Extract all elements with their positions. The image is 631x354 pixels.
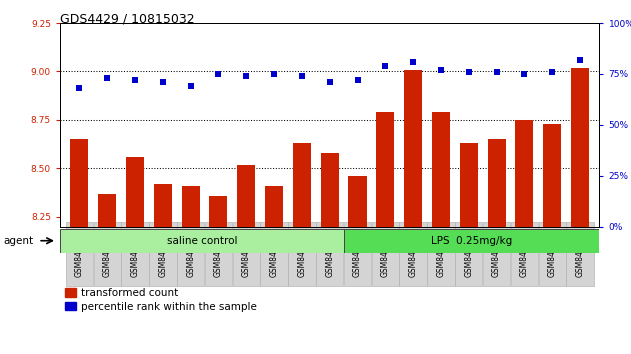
Point xyxy=(130,77,140,83)
Point xyxy=(547,69,557,75)
Point xyxy=(436,67,446,73)
Point xyxy=(575,57,585,63)
Text: agent: agent xyxy=(3,236,33,246)
Point xyxy=(324,79,334,85)
Bar xyxy=(516,120,533,227)
Bar xyxy=(71,139,88,227)
Bar xyxy=(571,68,589,227)
Bar xyxy=(460,143,478,227)
Bar xyxy=(376,112,394,227)
Bar xyxy=(344,229,599,253)
Bar xyxy=(209,195,228,227)
Point xyxy=(74,85,85,91)
Bar xyxy=(265,186,283,227)
Bar xyxy=(293,143,311,227)
Point xyxy=(380,63,391,69)
Point xyxy=(241,73,251,79)
Bar xyxy=(154,184,172,227)
Point xyxy=(297,73,307,79)
Bar xyxy=(126,157,144,227)
Point xyxy=(464,69,474,75)
Text: GDS4429 / 10815032: GDS4429 / 10815032 xyxy=(60,12,194,25)
Text: saline control: saline control xyxy=(167,236,237,246)
Point xyxy=(102,75,112,81)
Bar xyxy=(432,112,450,227)
Bar xyxy=(237,165,256,227)
Bar xyxy=(348,176,367,227)
Bar xyxy=(488,139,505,227)
Legend: transformed count, percentile rank within the sample: transformed count, percentile rank withi… xyxy=(65,289,257,312)
Point xyxy=(269,71,279,77)
Bar xyxy=(182,186,199,227)
Point xyxy=(408,59,418,64)
Point xyxy=(353,77,363,83)
Point xyxy=(492,69,502,75)
Point xyxy=(213,71,223,77)
Bar xyxy=(404,69,422,227)
Bar xyxy=(543,124,561,227)
Text: LPS  0.25mg/kg: LPS 0.25mg/kg xyxy=(431,236,512,246)
Point xyxy=(158,79,168,85)
Bar xyxy=(60,229,344,253)
Point xyxy=(186,83,196,89)
Point xyxy=(519,71,529,77)
Bar xyxy=(98,194,116,227)
Bar xyxy=(321,153,339,227)
